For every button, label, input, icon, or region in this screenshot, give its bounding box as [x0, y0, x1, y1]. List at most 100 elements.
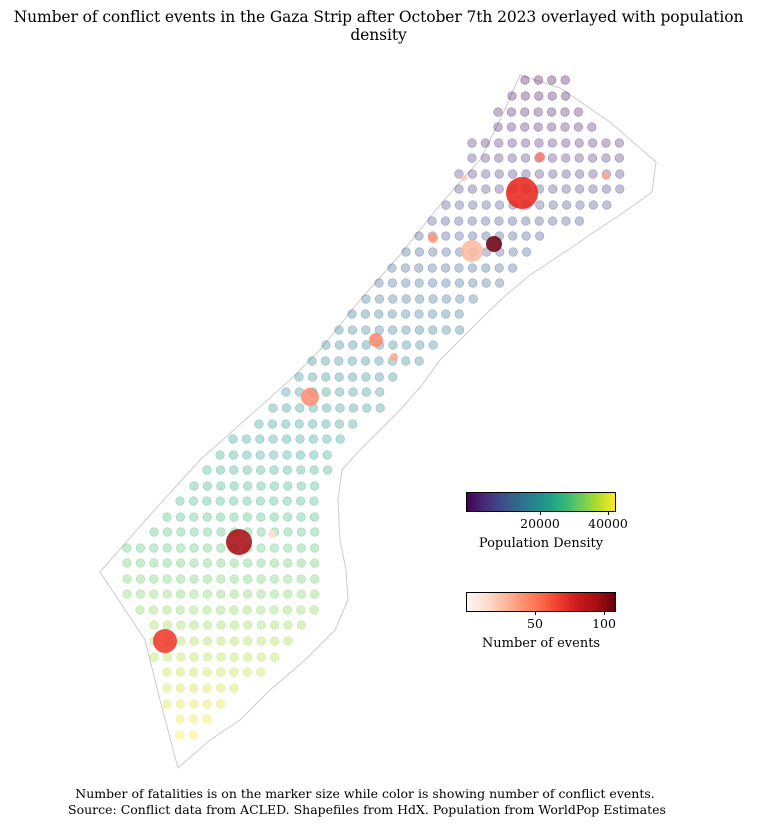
population-marker: [561, 138, 571, 148]
population-marker: [202, 465, 212, 475]
population-marker: [361, 356, 371, 366]
population-marker: [203, 620, 213, 630]
population-marker: [189, 683, 199, 693]
population-marker: [176, 636, 186, 646]
population-marker: [189, 512, 199, 522]
population-marker: [296, 465, 306, 475]
population-marker: [215, 465, 225, 475]
population-marker: [494, 138, 504, 148]
population-marker: [189, 558, 199, 568]
population-marker: [296, 496, 306, 506]
population-marker: [202, 574, 212, 584]
population-marker: [296, 558, 306, 568]
population-marker: [467, 216, 477, 226]
population-marker: [243, 636, 253, 646]
population-marker: [533, 75, 544, 85]
population-marker: [229, 652, 239, 662]
population-marker: [296, 543, 306, 553]
population-marker: [269, 543, 280, 553]
population-marker: [202, 512, 212, 522]
population-marker: [575, 200, 585, 210]
population-marker: [615, 184, 625, 194]
population-marker: [507, 91, 517, 101]
population-marker: [189, 620, 199, 630]
conflict-event-marker: [506, 177, 538, 209]
population-marker: [243, 652, 253, 662]
population-marker: [573, 107, 584, 117]
population-marker: [561, 153, 571, 163]
population-marker: [455, 294, 465, 304]
population-marker: [320, 356, 331, 366]
population-marker: [176, 558, 186, 568]
population-marker: [374, 372, 385, 382]
conflict-event-markers: [153, 152, 610, 653]
population-marker: [202, 714, 212, 724]
population-marker: [574, 153, 584, 163]
population-marker: [561, 200, 572, 210]
population-marker: [243, 558, 253, 568]
population-marker: [283, 558, 293, 568]
population-marker: [296, 512, 306, 522]
population-marker: [534, 169, 545, 179]
population-marker: [361, 372, 371, 382]
population-marker: [388, 372, 398, 382]
population-marker: [162, 512, 172, 522]
population-marker: [243, 589, 253, 599]
population-marker: [480, 138, 491, 148]
population-marker: [241, 434, 251, 444]
population-marker: [256, 465, 266, 475]
population-marker: [295, 450, 306, 460]
population-marker: [441, 278, 451, 288]
population-marker: [481, 263, 491, 273]
population-marker: [122, 589, 132, 599]
population-marker: [322, 403, 332, 413]
population-marker: [175, 683, 185, 693]
population-marker: [176, 527, 186, 537]
population-marker: [242, 605, 252, 615]
population-marker: [243, 620, 253, 630]
population-marker: [427, 263, 437, 273]
population-tick: 20000: [520, 516, 560, 531]
population-marker: [533, 107, 543, 117]
population-marker: [188, 730, 198, 740]
population-marker: [441, 200, 451, 210]
population-marker: [454, 169, 464, 179]
population-marker: [269, 574, 280, 584]
population-marker: [216, 667, 226, 677]
population-marker: [309, 512, 320, 522]
population-marker: [229, 465, 239, 475]
population-marker: [294, 372, 304, 382]
population-marker: [189, 699, 199, 709]
population-marker: [401, 278, 411, 288]
population-marker: [216, 481, 226, 491]
population-marker: [574, 138, 584, 148]
population-marker: [149, 652, 159, 662]
population-marker: [296, 574, 306, 584]
population-marker: [135, 543, 145, 553]
population-marker: [506, 122, 517, 132]
population-marker: [282, 605, 293, 615]
population-marker: [440, 216, 451, 226]
population-marker: [189, 636, 199, 646]
population-marker: [548, 184, 558, 194]
population-marker: [296, 620, 307, 630]
population-marker: [481, 169, 491, 179]
population-marker: [216, 527, 226, 537]
population-marker: [229, 620, 239, 630]
population-marker: [162, 558, 172, 568]
population-marker: [375, 387, 385, 397]
population-marker: [494, 263, 504, 273]
population-marker: [202, 496, 212, 506]
population-marker: [202, 699, 212, 709]
population-marker: [428, 325, 438, 335]
population-marker: [216, 636, 226, 646]
population-marker: [202, 481, 212, 491]
population-colorbar-gradient: [466, 492, 616, 512]
population-marker: [242, 496, 252, 506]
population-marker: [441, 325, 451, 335]
population-marker: [468, 231, 478, 241]
population-marker: [534, 231, 545, 241]
conflict-event-marker: [428, 233, 438, 243]
population-marker: [441, 309, 451, 319]
population-marker: [202, 667, 212, 677]
